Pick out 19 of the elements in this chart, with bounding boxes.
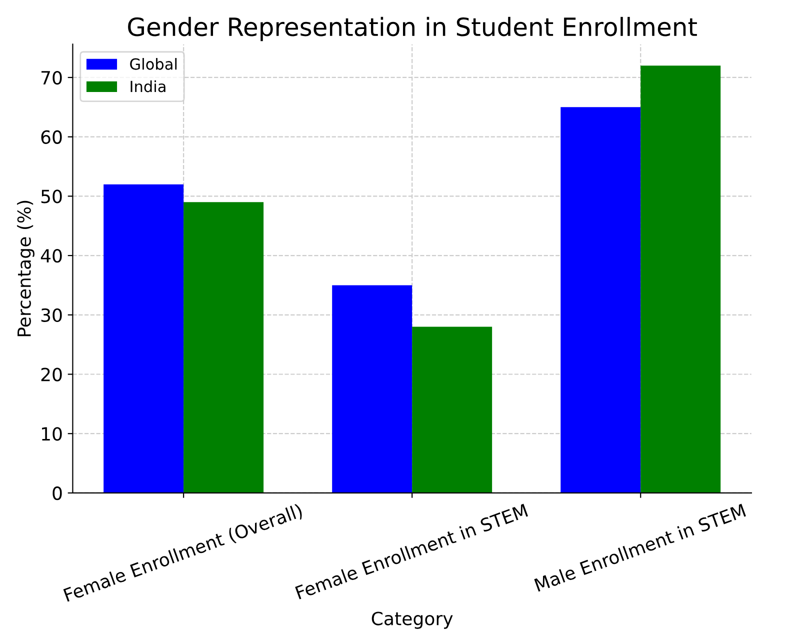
bar	[184, 202, 264, 493]
y-tick-label: 20	[41, 368, 62, 382]
bar	[104, 184, 184, 493]
chart-title: Gender Representation in Student Enrollment	[128, 16, 697, 42]
y-tick-label: 30	[41, 308, 62, 322]
bar	[640, 66, 721, 493]
y-tick-label: 0	[52, 486, 62, 500]
y-tick-label: 70	[42, 70, 62, 85]
legend-label: India	[130, 80, 166, 92]
bar	[332, 285, 412, 493]
y-tick-label: 60	[41, 130, 62, 144]
y-tick-label: 10	[42, 427, 62, 441]
y-axis-title: Percentage (%)	[17, 200, 34, 336]
y-tick-label: 40	[40, 249, 62, 263]
legend-label: Global	[130, 58, 177, 70]
y-tick-label: 50	[41, 190, 62, 204]
bar	[412, 326, 492, 493]
bar	[560, 107, 641, 493]
x-axis-title: Category	[372, 612, 453, 629]
